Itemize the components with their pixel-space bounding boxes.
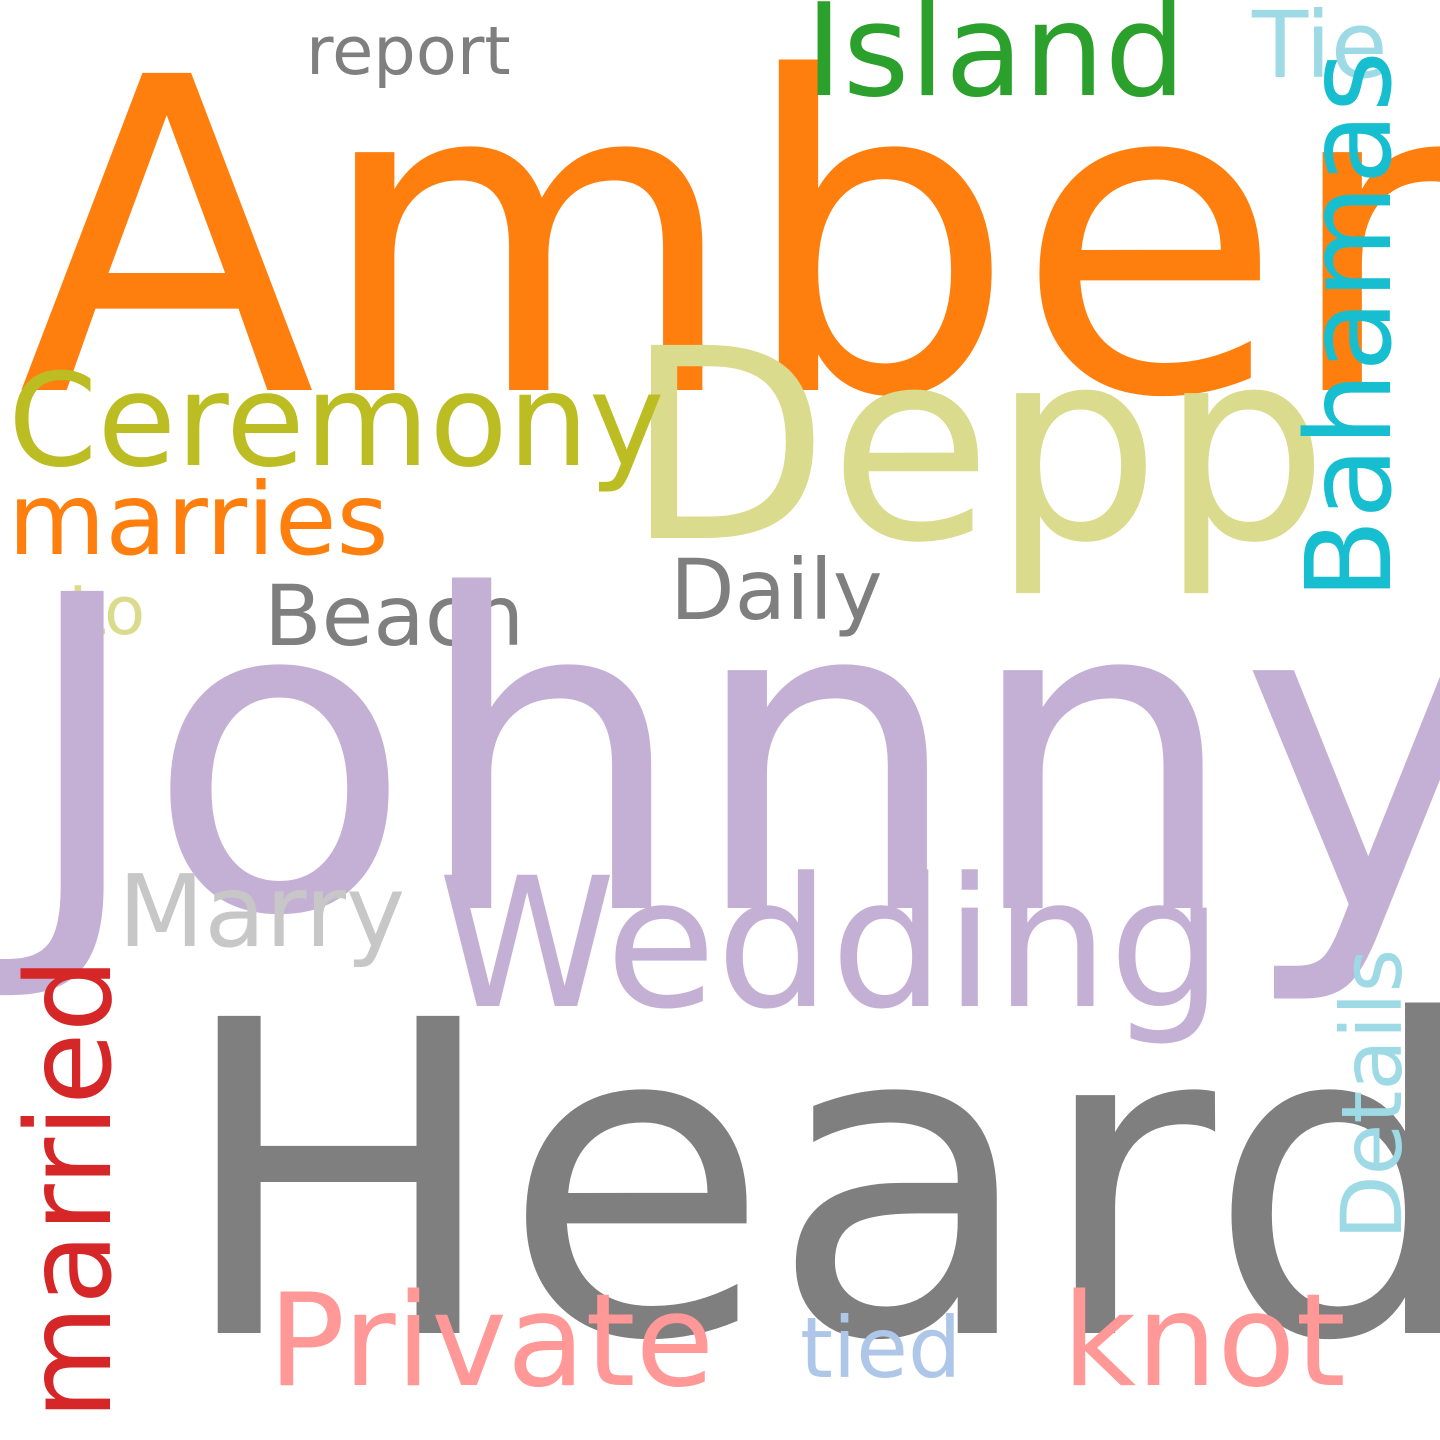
word-details: Details xyxy=(1323,948,1421,1240)
word-report: report xyxy=(306,12,511,90)
word-amber: Amber xyxy=(18,0,1440,493)
word-marry: Marry xyxy=(118,853,406,970)
word-married: married xyxy=(0,957,138,1421)
word-beach: Beach xyxy=(264,567,525,665)
word-ceremony: Ceremony xyxy=(8,347,665,496)
word-daily: Daily xyxy=(670,541,883,639)
word-wedding: Wedding xyxy=(438,840,1224,1049)
word-bahamas: Bahamas xyxy=(1280,50,1418,600)
word-private: Private xyxy=(268,1267,715,1416)
word-knot: knot xyxy=(1062,1267,1346,1416)
word-island: Island xyxy=(805,0,1186,126)
word-lo: Lo xyxy=(68,572,146,650)
word-depp: Depp xyxy=(625,293,1329,601)
word-heard: Heard xyxy=(175,929,1440,1436)
word-tied: tied xyxy=(800,1299,962,1397)
word-tie: Tie xyxy=(1252,0,1388,99)
word-marries: marries xyxy=(8,461,389,578)
word-johnny: Johnny xyxy=(18,504,1440,1011)
